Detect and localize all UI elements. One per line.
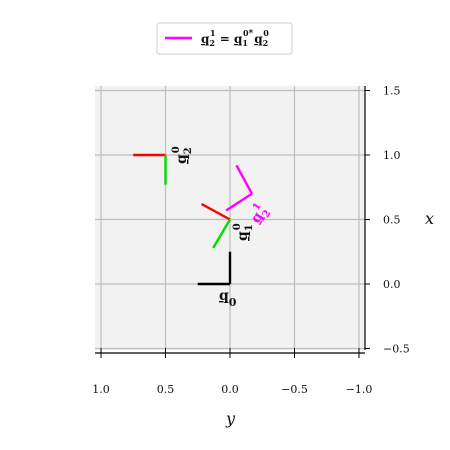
x-tick-label: 0.0 bbox=[383, 278, 401, 291]
legend-rhs2-sub: 2 bbox=[263, 38, 269, 48]
legend-equals: = bbox=[216, 32, 234, 46]
x-tick-label: 1.0 bbox=[383, 149, 401, 162]
frame-label-q2-0-sub: 2 bbox=[183, 147, 194, 154]
frame-label-q2-0-sup: 0 bbox=[171, 146, 182, 153]
frame-label-q1-0-q: q bbox=[235, 231, 251, 241]
x-tick-label: 0.5 bbox=[383, 214, 401, 227]
frame-label-q1-0-sup: 0 bbox=[232, 223, 243, 230]
frame-q0 bbox=[197, 251, 232, 286]
legend-lhs-sub: 2 bbox=[209, 38, 215, 48]
x-tick-label: −0.5 bbox=[383, 343, 410, 356]
frame-label-q2-0: q20 bbox=[171, 146, 194, 164]
y-axis-label: y bbox=[225, 409, 236, 428]
y-tick-label: 0.5 bbox=[157, 383, 175, 396]
legend-lhs-q: q bbox=[201, 32, 210, 46]
frame-q1-0-axis-1 bbox=[212, 218, 232, 249]
frame-label-q2-1-sup: 1 bbox=[251, 201, 264, 213]
legend-lhs-sup: 1 bbox=[210, 28, 216, 38]
frame-label-q0-q: q bbox=[219, 288, 229, 304]
frame-q2-1-axis-0 bbox=[235, 164, 253, 195]
frame-label-q2-1-sub: 2 bbox=[261, 208, 274, 220]
legend-rhs-q2: q bbox=[254, 32, 263, 46]
x-tick-label: 1.5 bbox=[383, 85, 401, 98]
legend-star: * bbox=[249, 29, 254, 39]
frame-q2-1-axis-1 bbox=[225, 192, 253, 212]
frame-label-q2-0-q: q bbox=[174, 154, 190, 164]
y-tick-label: −1.0 bbox=[346, 383, 373, 396]
legend-rhs-q1: q bbox=[234, 32, 243, 46]
frame-label-q0-sub: 0 bbox=[229, 296, 237, 309]
plot-area bbox=[95, 86, 366, 354]
frame-q2-0 bbox=[133, 153, 167, 185]
y-tick-label: 0.0 bbox=[221, 383, 239, 396]
frame-label-q2-0-text: q20 bbox=[171, 146, 194, 164]
frame-label-q1-0-sub: 1 bbox=[244, 224, 255, 231]
frame-label-q1-0: q10 bbox=[232, 223, 255, 241]
frame-label-q0: q0 bbox=[219, 288, 237, 309]
frame-q1-0-axis-0 bbox=[201, 202, 231, 221]
frame-label-q1-0-text: q10 bbox=[232, 223, 255, 241]
frames bbox=[133, 153, 253, 286]
legend-rhs1-sup: 0 bbox=[243, 28, 249, 38]
y-axis-ticks: 1.0 0.5 0.0 −0.5 −1.0 bbox=[92, 348, 372, 396]
legend-label: q21 = q10*q20 bbox=[201, 28, 269, 48]
frame-q1-0 bbox=[201, 202, 232, 249]
x-axis-ticks: 1.5 1.0 0.5 0.0 −0.5 bbox=[365, 85, 410, 356]
x-axis-label: x bbox=[425, 209, 434, 228]
y-tick-label: −0.5 bbox=[281, 383, 308, 396]
legend-rhs2-sup: 0 bbox=[263, 28, 269, 38]
legend-rhs1-sub: 1 bbox=[242, 38, 248, 48]
frame-label-q0-text: q0 bbox=[219, 288, 237, 309]
y-tick-label: 1.0 bbox=[92, 383, 110, 396]
legend: q21 = q10*q20 bbox=[156, 22, 293, 55]
frame-q2-1 bbox=[225, 164, 253, 212]
legend-box bbox=[156, 22, 293, 55]
